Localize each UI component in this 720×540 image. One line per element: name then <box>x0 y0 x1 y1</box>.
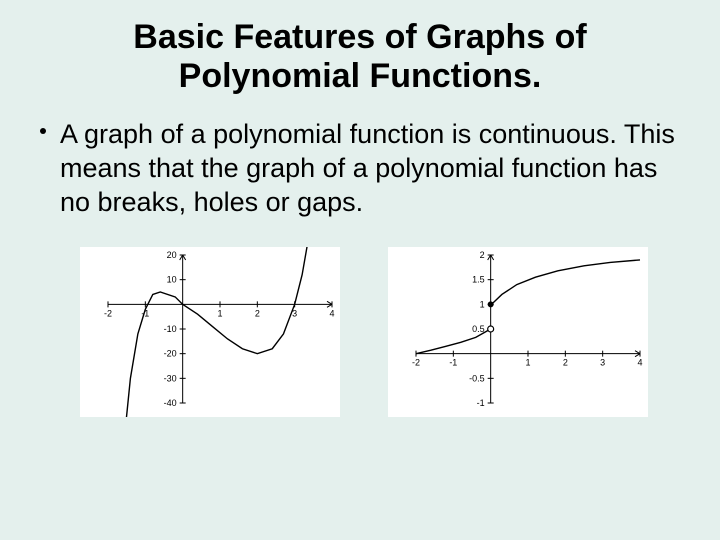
svg-text:3: 3 <box>600 358 605 368</box>
svg-text:2: 2 <box>255 309 260 319</box>
svg-text:-2: -2 <box>412 358 420 368</box>
svg-text:1: 1 <box>525 358 530 368</box>
svg-text:1: 1 <box>217 309 222 319</box>
svg-text:-20: -20 <box>164 349 177 359</box>
svg-text:-30: -30 <box>164 374 177 384</box>
svg-text:4: 4 <box>329 309 334 319</box>
bullet-item: A graph of a polynomial function is cont… <box>40 118 680 219</box>
svg-text:0.5: 0.5 <box>472 324 485 334</box>
svg-text:-0.5: -0.5 <box>469 374 485 384</box>
svg-text:20: 20 <box>167 250 177 260</box>
svg-text:1.5: 1.5 <box>472 275 485 285</box>
svg-text:-40: -40 <box>164 398 177 408</box>
chart-row: -2 -1 1 2 3 4 -40 -30 -20 -10 10 20 -2 -1 1 2 3 4 -1 -0.5 0… <box>40 247 680 417</box>
title-line-2: Polynomial Functions. <box>179 57 542 95</box>
svg-text:-1: -1 <box>477 398 485 408</box>
svg-text:-1: -1 <box>449 358 457 368</box>
svg-text:2: 2 <box>563 358 568 368</box>
svg-text:-10: -10 <box>164 324 177 334</box>
chart-continuous: -2-11234-40-30-20-101020 <box>80 247 340 417</box>
bullet-dot-icon <box>40 128 46 134</box>
page-title: Basic Features of Graphs of Polynomial F… <box>40 18 680 96</box>
chart-discontinuous: -2 -1 1 2 3 4 -1 -0.5 0.5 1 1.5 2 <box>388 247 648 417</box>
svg-text:10: 10 <box>167 275 177 285</box>
svg-text:1: 1 <box>480 300 485 310</box>
title-line-1: Basic Features of Graphs of <box>133 18 586 56</box>
svg-text:2: 2 <box>480 250 485 260</box>
svg-text:4: 4 <box>637 358 642 368</box>
svg-text:-2: -2 <box>104 309 112 319</box>
bullet-text: A graph of a polynomial function is cont… <box>60 118 680 219</box>
